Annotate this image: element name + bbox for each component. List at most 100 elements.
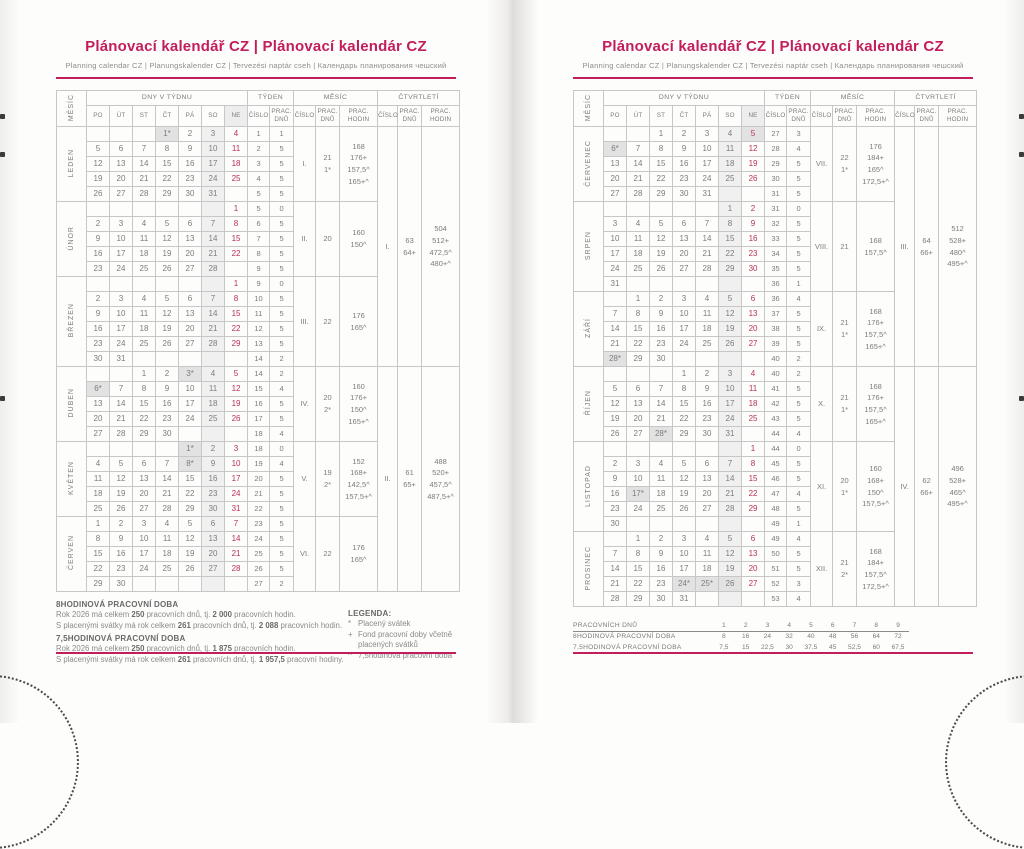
week-workdays: 5 [269, 231, 295, 247]
week-workdays: 5 [786, 171, 812, 187]
day-cell: 28 [603, 591, 627, 607]
day-cell: 11 [740, 381, 766, 397]
week-number: 29 [764, 156, 788, 172]
day-cell: 19 [178, 546, 202, 562]
conversion-value: 9 [887, 620, 909, 632]
day-cell: 15 [672, 396, 696, 412]
week-row: 12 13 14 15 16 17 18 42 5 [574, 396, 977, 412]
day-cell: 17 [178, 396, 202, 412]
day-cell: 19 [649, 246, 673, 262]
conversion-value: 4 [778, 620, 801, 632]
day-cell: 30 [672, 186, 696, 202]
day-cell: 20 [178, 246, 202, 262]
quarter-group-header: ČTVRTLETÍ [894, 90, 978, 106]
week-number: 40 [764, 351, 788, 367]
day-cell: 21 [603, 576, 627, 592]
week-number: 28 [764, 141, 788, 157]
header-rule [56, 77, 456, 79]
day-cell: 14 [109, 396, 133, 412]
week-row: 12 13 14 15 16 17 18 3 5 [57, 156, 460, 172]
day-cell: 7 [109, 381, 133, 397]
day-cell: 21 [695, 246, 719, 262]
week-row: 22 23 24 25 26 27 28 26 5 [57, 561, 460, 577]
week-number: 3 [247, 156, 271, 172]
quarter-workdays: 64 66+ [914, 126, 940, 367]
day-cell: 10 [603, 231, 627, 247]
week-row: KVĚTEN 1* 2 3 18 0 V. 19 2* 152 168+ 142,5^ 157,… [56, 441, 460, 517]
day-cell: 23 [155, 411, 179, 427]
day-cell: 13 [740, 306, 766, 322]
day-cell: 15 [649, 156, 673, 172]
week-workdays: 5 [786, 231, 812, 247]
day-cell: 27 [178, 261, 202, 277]
month-number: VIII. [810, 201, 834, 292]
week-number: 19 [247, 456, 271, 472]
day-cell [132, 201, 156, 217]
day-cell: 12 [109, 471, 133, 487]
day-cell: 28* [603, 351, 627, 367]
day-cell: 16 [603, 486, 627, 502]
right-page-header: Plánovací kalendář CZ | Plánovací kalend… [573, 38, 973, 79]
day-cell: 29 [155, 186, 179, 202]
day-cell: 1 [740, 441, 766, 457]
day-cell: 27 [178, 336, 202, 352]
subheader-cell: PRAC. DNŮ [269, 105, 295, 127]
day-cell: 8 [649, 141, 673, 157]
conversion-value: 48 [829, 633, 837, 641]
month-workhours: 168 176+ 157,5^ 165+^ [856, 291, 896, 367]
day-cell: 25 [649, 501, 673, 517]
day-cell: 31 [201, 186, 225, 202]
edge-mark [1019, 396, 1024, 401]
day-cell: 26 [740, 171, 766, 187]
day-cell: 12 [155, 306, 179, 322]
day-cell: 6 [201, 516, 225, 532]
day-cell: 5 [672, 456, 696, 472]
day-cell: 31 [718, 426, 742, 442]
week-number: 50 [764, 546, 788, 562]
week-workdays: 5 [786, 546, 812, 562]
week-row: 28 29 30 31 53 4 [574, 591, 977, 607]
day-cell: 21 [223, 546, 249, 562]
conversion-value: 24 [763, 633, 772, 641]
day-cell: 9 [649, 546, 673, 562]
day-cell: 16 [178, 156, 202, 172]
day-cell: 19 [740, 156, 766, 172]
day-cell: 25 [740, 411, 766, 427]
week-row: 2 3 4 5 6 7 8 45 5 [574, 456, 977, 472]
day-cell: 24 [132, 561, 156, 577]
day-cell: 30 [109, 576, 133, 592]
quarter-workhours: 512 528+ 480^ 495+^ [938, 126, 978, 367]
week-workdays: 5 [269, 291, 295, 307]
day-cell: 12 [223, 381, 249, 397]
week-row: ZÁŘÍ 1 2 3 4 5 6 36 4 IX. 21 1* 168 176+ 157,5^ 165… [573, 291, 977, 367]
week-workdays: 5 [786, 336, 812, 352]
planning-table: MĚSÍC DNY V TÝDNU TÝDEN MĚSÍC ČTVRTLETÍ PO ÚT S… [573, 90, 978, 607]
day-cell: 17 [109, 246, 133, 262]
day-cell: 22 [649, 171, 673, 187]
day-cell [223, 576, 249, 592]
note-8h-title: 8HODINOVÁ PRACOVNÍ DOBA [56, 600, 179, 609]
day-cell: 6* [86, 381, 110, 397]
month-workdays: 22 [315, 276, 341, 367]
week-workdays: 5 [269, 216, 295, 232]
week-number: 14 [247, 366, 271, 382]
week-workdays: 5 [269, 516, 295, 532]
day-cell: 4 [718, 126, 742, 142]
week-number: 27 [247, 576, 271, 592]
week-row: 24 25 26 27 28 29 30 35 5 [574, 261, 977, 277]
month-workhours: 168 184+ 157,5^ 172,5+^ [856, 531, 896, 607]
week-workdays: 5 [269, 531, 295, 547]
week-workdays: 5 [269, 261, 295, 277]
day-cell: 23 [178, 171, 202, 187]
week-number: 6 [247, 216, 271, 232]
week-row: 19 20 21 22 23 24 25 43 5 [574, 411, 977, 427]
footer-rule [573, 652, 973, 654]
conversion-value: 60 [872, 644, 880, 652]
day-cell: 31 [695, 186, 719, 202]
conversion-row-label: 7,5HODINOVÁ PRACOVNÍ DOBA [573, 644, 682, 652]
month-label: ÚNOR [56, 201, 87, 277]
week-row: 6* 7 8 9 10 11 12 28 4 [574, 141, 977, 157]
day-cell: 3 [695, 126, 719, 142]
legend-symbol: + [348, 629, 353, 639]
day-cell: 24 [178, 411, 202, 427]
